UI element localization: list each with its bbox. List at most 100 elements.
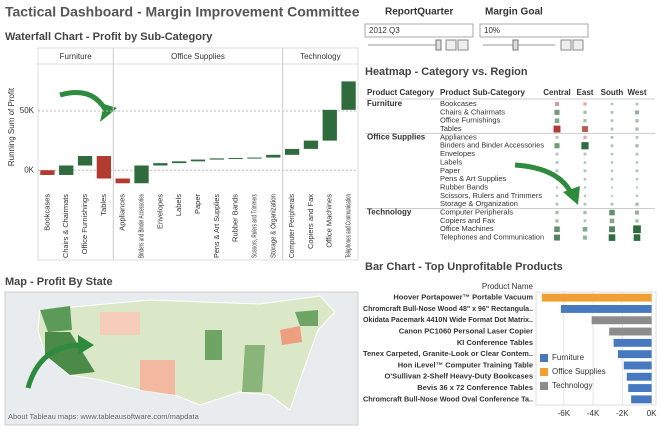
x-tick-label: Paper: [193, 193, 202, 214]
heat-cell: [555, 161, 559, 164]
arrow: [25, 342, 83, 389]
heat-cell: [610, 177, 614, 181]
heat-cell: [635, 219, 639, 223]
button-next[interactable]: [572, 39, 584, 51]
x-tick-label: Chairs & Chairmats: [61, 194, 70, 258]
heat-cell: [610, 186, 614, 189]
row-group-label: Technology: [367, 208, 412, 217]
y-tick-label: Canon PC1060 Personal Laser Copier: [399, 327, 533, 336]
row-label: Rubber Bands: [440, 182, 488, 191]
bar: [228, 158, 243, 160]
slider-thumb[interactable]: [512, 39, 519, 51]
button-next[interactable]: [457, 39, 469, 51]
group-label: Technology: [300, 52, 340, 61]
heat-cell: [635, 202, 639, 206]
y-tick-label: O'Sullivan 2-Shelf Heavy-Duty Bookcases: [384, 372, 533, 381]
heat-cell: [609, 218, 615, 224]
x-tick-label: Storage & Organization: [268, 194, 277, 258]
x-tick-label: Copiers and Fax: [306, 194, 315, 249]
row-label: Bookcases: [440, 99, 477, 108]
y-tick-label: KI Conference Tables: [457, 338, 533, 347]
column-header: Product Sub-Category: [440, 88, 525, 97]
row-label: Storage & Organization: [440, 199, 518, 208]
heat-cell: [583, 110, 587, 114]
bar: [209, 158, 224, 160]
bar: [322, 109, 337, 141]
legend-label: Technology: [552, 381, 592, 390]
row-label: Envelopes: [440, 149, 475, 158]
heat-cell: [581, 142, 589, 150]
button-prev[interactable]: [560, 39, 572, 51]
heat-cell: [610, 161, 614, 164]
y-axis-label: Running Sum of Profit: [7, 87, 16, 166]
slider-thumb[interactable]: [435, 39, 442, 51]
heat-cell: [635, 152, 639, 156]
button-prev[interactable]: [445, 39, 457, 51]
heat-cell: [583, 102, 587, 106]
heat-cell: [582, 235, 588, 240]
group-label: Furniture: [60, 52, 93, 61]
heat-cell: [583, 161, 587, 164]
legend-label: Furniture: [552, 353, 585, 362]
x-tick-label: Envelopes: [155, 194, 164, 229]
legend-label: Office Supplies: [552, 367, 606, 376]
bar: [541, 293, 652, 302]
bar: [284, 148, 300, 155]
heat-cell: [554, 118, 560, 124]
heat-cell: [555, 177, 559, 181]
y-tick-label: Chromcraft Bull-Nose Wood 48" x 96" Rect…: [363, 304, 533, 313]
x-tick-label: Pens & Art Supplies: [212, 194, 221, 258]
row-label: Scissors, Rulers and Trimmers: [440, 191, 542, 200]
column-header: East: [577, 88, 594, 97]
row-label: Binders and Binder Accessories: [440, 141, 544, 150]
heat-cell: [583, 177, 587, 181]
bar: [628, 384, 652, 393]
x-tick-label: Binders and Binder Accessories: [137, 194, 146, 258]
x-tick-label: 0K: [647, 409, 657, 418]
heat-cell: [608, 234, 616, 241]
map-state: [205, 330, 222, 360]
chart-title: Map - Profit By State: [5, 276, 113, 288]
y-tick-label: Bevis 36 x 72 Conference Tables: [417, 383, 533, 392]
control-value: 2012 Q3: [369, 26, 400, 35]
row-label: Labels: [440, 157, 462, 166]
heat-cell: [610, 194, 614, 197]
text-input[interactable]: [479, 23, 589, 38]
chart-title: Waterfall Chart - Profit by Sub-Category: [5, 31, 213, 43]
heat-cell: [583, 186, 587, 189]
heat-cell: [554, 101, 560, 107]
x-tick-label: Tables: [99, 194, 108, 216]
heat-cell: [555, 152, 559, 156]
x-tick-label: -4K: [587, 409, 600, 418]
heat-cell: [634, 210, 640, 215]
heat-cell: [554, 234, 560, 241]
heat-cell: [609, 226, 615, 233]
bar: [190, 159, 206, 162]
row-label: Appliances: [440, 132, 477, 141]
chart-title: Heatmap - Category vs. Region: [365, 66, 528, 78]
arrow: [59, 90, 111, 117]
map-note: About Tableau maps: www.tableausoftware.…: [8, 412, 200, 421]
heat-cell: [583, 152, 587, 156]
heat-cell: [583, 194, 587, 198]
column-header: West: [628, 88, 647, 97]
row-label: Tables: [440, 124, 462, 133]
heat-cell: [555, 219, 559, 223]
bar: [617, 350, 652, 359]
y-tick-label: Tenex Carpeted, Granite-Look or Clear Co…: [363, 349, 533, 358]
bar: [609, 327, 652, 336]
bar: [77, 156, 93, 166]
heat-cell: [582, 226, 588, 232]
arrow-head: [100, 104, 117, 122]
heat-cell: [553, 125, 561, 133]
row-label: Telephones and Communication: [440, 233, 544, 242]
dropdown[interactable]: [364, 23, 474, 38]
x-tick-label: Appliances: [118, 194, 127, 231]
control-label: ReportQuarter: [385, 7, 453, 18]
chart-title: Bar Chart - Top Unprofitable Products: [365, 261, 563, 273]
bar: [303, 140, 319, 149]
heat-cell: [635, 144, 639, 148]
heat-cell: [635, 169, 639, 173]
